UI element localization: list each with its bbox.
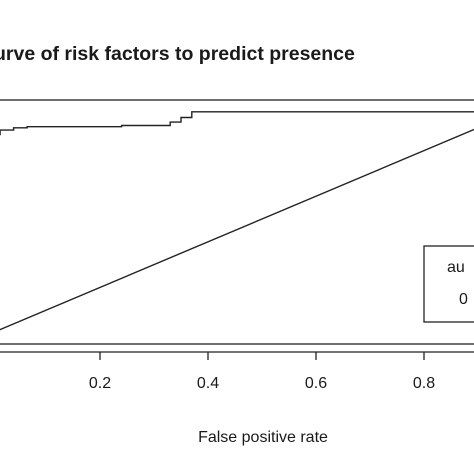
x-axis-title: False positive rate	[198, 429, 328, 446]
x-tick-label: 0.6	[305, 375, 327, 392]
x-tick-label: 0.8	[413, 375, 435, 392]
roc-curve-line	[0, 111, 474, 136]
series-layer	[0, 111, 474, 331]
x-tick-label: 0.2	[89, 375, 111, 392]
diagonal-reference-line	[0, 128, 474, 331]
legend-line-1: au	[447, 259, 465, 276]
legend-box: au 0	[423, 245, 474, 323]
x-axis: 00.20.40.60.8	[0, 351, 474, 392]
x-tick-label: 0.4	[197, 375, 219, 392]
legend-line-2: 0	[459, 291, 468, 308]
legend-frame	[423, 245, 474, 323]
chart-title: urve of risk factors to predict presence	[0, 43, 355, 65]
plot-frame	[0, 99, 474, 345]
